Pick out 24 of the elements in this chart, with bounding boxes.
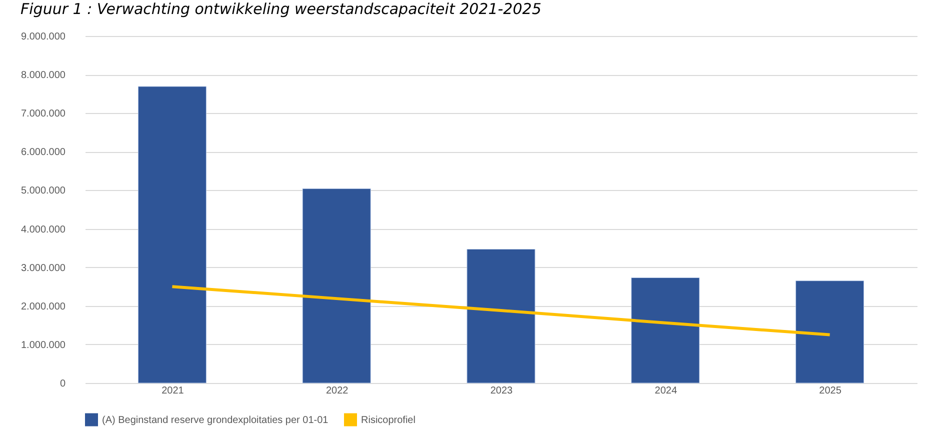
y-tick-label: 9.000.000 bbox=[21, 32, 66, 42]
x-tick-label: 2023 bbox=[490, 386, 514, 396]
y-tick-label: 6.000.000 bbox=[21, 147, 66, 158]
x-tick-label: 2024 bbox=[654, 386, 678, 396]
y-tick-label: 8.000.000 bbox=[21, 70, 66, 82]
bar bbox=[138, 86, 206, 384]
x-tick-label: 2022 bbox=[326, 386, 349, 396]
chart-title: Figuur 1 : Verwachting ontwikkeling weerstandscapaciteit 2021-2025 bbox=[20, 0, 542, 18]
legend-label: (A) Beginstand reserve grondexploitaties per 01-01 bbox=[102, 414, 329, 426]
x-tick-label: 2025 bbox=[819, 386, 842, 396]
y-tick-label: 5.000.000 bbox=[21, 186, 66, 197]
bar bbox=[796, 280, 864, 384]
line-series bbox=[170, 285, 832, 336]
x-tick-label: 2021 bbox=[162, 386, 184, 396]
y-tick-label: 4.000.000 bbox=[21, 224, 66, 236]
bar bbox=[302, 188, 371, 384]
y-tick-label: 2.000.000 bbox=[21, 301, 66, 312]
y-tick-label: 0 bbox=[60, 378, 66, 390]
legend-label: Risicoprofiel bbox=[361, 414, 416, 426]
bar bbox=[466, 248, 536, 384]
y-tick-label: 3.000.000 bbox=[21, 262, 66, 274]
bar bbox=[631, 277, 700, 384]
y-tick-label: 1.000.000 bbox=[21, 340, 66, 351]
y-tick-label: 7.000.000 bbox=[21, 108, 66, 120]
